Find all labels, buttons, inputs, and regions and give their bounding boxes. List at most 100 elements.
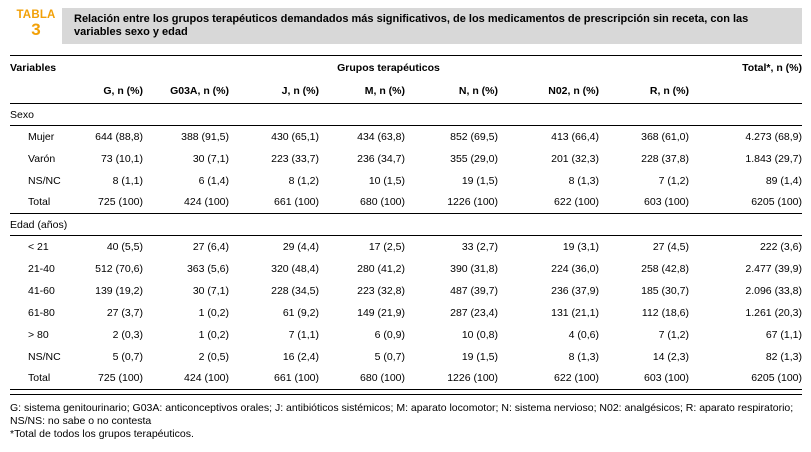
table-cell: 228 (37,8) — [641, 152, 689, 165]
table-cell: 388 (91,5) — [181, 130, 229, 143]
table-cell: 8 (1,3) — [568, 174, 599, 187]
table-cell: 27 (6,4) — [192, 240, 229, 253]
table-cell: 368 (61,0) — [641, 130, 689, 143]
table-row: > 80 2 (0,3) 1 (0,2) 7 (1,1) 6 (0,9) 10 (0,8)… — [10, 324, 802, 346]
table-cell: 622 (100) — [554, 196, 599, 209]
col-header-group-6: N02, n (%) — [498, 79, 599, 104]
table-cell: 139 (19,2) — [95, 284, 143, 297]
table-cell: 413 (66,4) — [551, 130, 599, 143]
table-cell: 1.843 (29,7) — [745, 152, 802, 165]
footnote-abbreviations: G: sistema genitourinario; G03A: anticon… — [10, 402, 794, 427]
table-cell: 434 (63,8) — [357, 130, 405, 143]
col-header-group-4: M, n (%) — [319, 79, 405, 104]
table-cell: 4.273 (68,9) — [745, 130, 802, 143]
table-cell: 19 (1,5) — [461, 350, 498, 363]
table-cell: 10 (0,8) — [461, 328, 498, 341]
table-row: 61-80 27 (3,7) 1 (0,2) 61 (9,2) 149 (21,9) 28… — [10, 302, 802, 324]
table-cell: 7 (1,2) — [658, 328, 689, 341]
table-cell: 7 (1,2) — [658, 174, 689, 187]
table-row: < 21 40 (5,5) 27 (6,4) 29 (4,4) 17 (2,5) 33 (… — [10, 236, 802, 258]
col-header-groups-span: Grupos terapéuticos — [337, 61, 440, 74]
table-cell: 27 (3,7) — [106, 306, 143, 319]
table-label-number: 3 — [31, 20, 41, 39]
table-cell: 8 (1,2) — [288, 174, 319, 187]
table-label-word: TABLA — [16, 9, 56, 21]
col-header-spacer-right — [689, 79, 802, 104]
row-label: Total — [28, 372, 51, 385]
table-cell: 512 (70,6) — [95, 262, 143, 275]
table-cell: 27 (4,5) — [652, 240, 689, 253]
header-row-columns: G, n (%) G03A, n (%) J, n (%) M, n (%) N, n … — [10, 79, 802, 104]
table-cell: 5 (0,7) — [374, 350, 405, 363]
col-header-variables: Variables — [10, 61, 57, 74]
col-header-spacer-left — [10, 79, 88, 104]
table-cell: 661 (100) — [274, 196, 319, 209]
col-header-group-2: G03A, n (%) — [143, 79, 229, 104]
section-header-edad: Edad (años) — [10, 213, 802, 236]
row-label: 21-40 — [28, 262, 55, 275]
table-cell: 320 (48,4) — [271, 262, 319, 275]
table-cell: 19 (3,1) — [562, 240, 599, 253]
table-title-bar: Relación entre los grupos terapéuticos d… — [62, 8, 802, 44]
table-cell: 236 (37,9) — [551, 284, 599, 297]
table-cell: 363 (5,6) — [186, 262, 229, 275]
row-label: 61-80 — [28, 306, 55, 319]
table-cell: 29 (4,4) — [282, 240, 319, 253]
table-cell: 40 (5,5) — [106, 240, 143, 253]
table-cell: 16 (2,4) — [282, 350, 319, 363]
table-cell: 1 (0,2) — [198, 306, 229, 319]
table-cell: 185 (30,7) — [641, 284, 689, 297]
section-row: Sexo — [10, 103, 802, 126]
table-cell: 61 (9,2) — [282, 306, 319, 319]
table-cell: 2 (0,5) — [198, 350, 229, 363]
col-header-group-3: J, n (%) — [229, 79, 319, 104]
table-cell: 73 (10,1) — [100, 152, 143, 165]
table-cell: 680 (100) — [360, 372, 405, 385]
row-label: NS/NC — [28, 174, 61, 187]
table-cell: 82 (1,3) — [765, 350, 802, 363]
table-cell: 8 (1,1) — [112, 174, 143, 187]
table-cell: 280 (41,2) — [357, 262, 405, 275]
table-cell: 89 (1,4) — [765, 174, 802, 187]
row-label: NS/NC — [28, 350, 61, 363]
table-row: Varón 73 (10,1) 30 (7,1) 223 (33,7) 236 (34,… — [10, 148, 802, 170]
table-body: Sexo Mujer 644 (88,8) 388 (91,5) 430 (65,1) 4… — [10, 103, 802, 390]
table-cell: 1.261 (20,3) — [745, 306, 802, 319]
table-cell: 2.477 (39,9) — [745, 262, 802, 275]
table-cell: 603 (100) — [644, 196, 689, 209]
row-label: Varón — [28, 152, 56, 165]
table-cell: 223 (32,8) — [357, 284, 405, 297]
table-cell: 201 (32,3) — [551, 152, 599, 165]
col-header-group-5: N, n (%) — [405, 79, 498, 104]
table-cell: 4 (0,6) — [568, 328, 599, 341]
row-label: > 80 — [28, 328, 49, 341]
table-cell: 30 (7,1) — [192, 284, 229, 297]
table-cell: 7 (1,1) — [288, 328, 319, 341]
col-header-group-7: R, n (%) — [599, 79, 689, 104]
table-header-band: TABLA 3 Relación entre los grupos terapé… — [10, 8, 802, 44]
table-cell: 603 (100) — [644, 372, 689, 385]
table-cell: 223 (33,7) — [271, 152, 319, 165]
table-row: 41-60 139 (19,2) 30 (7,1) 228 (34,5) 223 (32… — [10, 280, 802, 302]
table-cell: 1226 (100) — [447, 196, 498, 209]
table-cell: 622 (100) — [554, 372, 599, 385]
table-cell: 424 (100) — [184, 196, 229, 209]
table-cell: 355 (29,0) — [450, 152, 498, 165]
table-cell: 30 (7,1) — [192, 152, 229, 165]
table-cell: 10 (1,5) — [368, 174, 405, 187]
row-label: Total — [28, 196, 51, 209]
table-cell: 2 (0,3) — [112, 328, 143, 341]
section-header-sexo: Sexo — [10, 103, 802, 126]
table-cell: 14 (2,3) — [652, 350, 689, 363]
table-cell: 6 (1,4) — [198, 174, 229, 187]
table-cell: 725 (100) — [98, 196, 143, 209]
table-cell: 17 (2,5) — [368, 240, 405, 253]
table-row: 21-40 512 (70,6) 363 (5,6) 320 (48,4) 280 (4… — [10, 258, 802, 280]
table-cell: 680 (100) — [360, 196, 405, 209]
table-row: Total 725 (100) 424 (100) 661 (100) 680 (100… — [10, 192, 802, 214]
table-cell: 2.096 (33,8) — [745, 284, 802, 297]
table-cell: 112 (18,6) — [641, 306, 689, 319]
table-cell: 487 (39,7) — [450, 284, 498, 297]
footnote-total: *Total de todos los grupos terapéuticos. — [10, 428, 194, 440]
table-cell: 6205 (100) — [751, 372, 802, 385]
